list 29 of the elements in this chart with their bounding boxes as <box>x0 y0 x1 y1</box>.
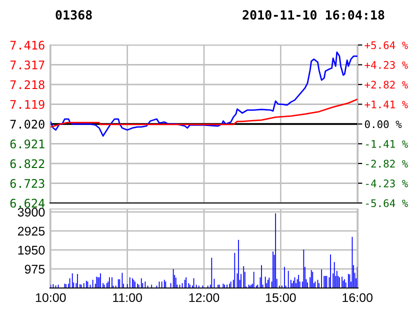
y-tick-label: 7.218 <box>10 80 44 90</box>
chart-title: 01368 <box>56 10 92 20</box>
y-tick-label: 7.317 <box>10 60 44 70</box>
y-tick-label: 6.723 <box>10 179 44 188</box>
y2-tick-label: +4.23 % <box>364 61 408 69</box>
y2-tick-label: +5.64 % <box>364 41 408 50</box>
y2-tick-label: -5.64 % <box>366 199 408 208</box>
x-tick-label: 12:00 <box>189 293 220 302</box>
y-tick-label: 3900 <box>18 208 45 217</box>
y2-tick-label: 0.00 % <box>364 120 402 128</box>
y-tick-label: 6.921 <box>10 140 44 148</box>
y2-tick-label: +2.82 % <box>364 80 408 89</box>
x-tick-label: 16:00 <box>342 293 373 302</box>
y2-tick-label: -1.41 % <box>366 140 408 148</box>
x-tick-label: 11:00 <box>113 293 142 302</box>
y-tick-label: 7.416 <box>10 40 44 50</box>
y-tick-label: 975 <box>24 264 45 274</box>
y-tick-label: 6.624 <box>10 198 45 208</box>
y-tick-label: 2925 <box>18 226 45 236</box>
y2-tick-label: -2.82 % <box>366 160 408 168</box>
y2-tick-label: +1.41 % <box>364 100 408 108</box>
y-tick-label: 7.119 <box>10 100 44 109</box>
y-tick-label: 7.020 <box>10 120 44 129</box>
x-tick-label: 15:00 <box>266 293 296 302</box>
y2-tick-label: -4.23 % <box>366 180 408 188</box>
y-tick-label: 6.822 <box>10 159 44 168</box>
chart-subtitle: 2010-11-10 16:04:18 <box>242 10 384 20</box>
x-tick-label: 10:00 <box>36 293 66 302</box>
y-tick-label: 1950 <box>18 246 45 255</box>
